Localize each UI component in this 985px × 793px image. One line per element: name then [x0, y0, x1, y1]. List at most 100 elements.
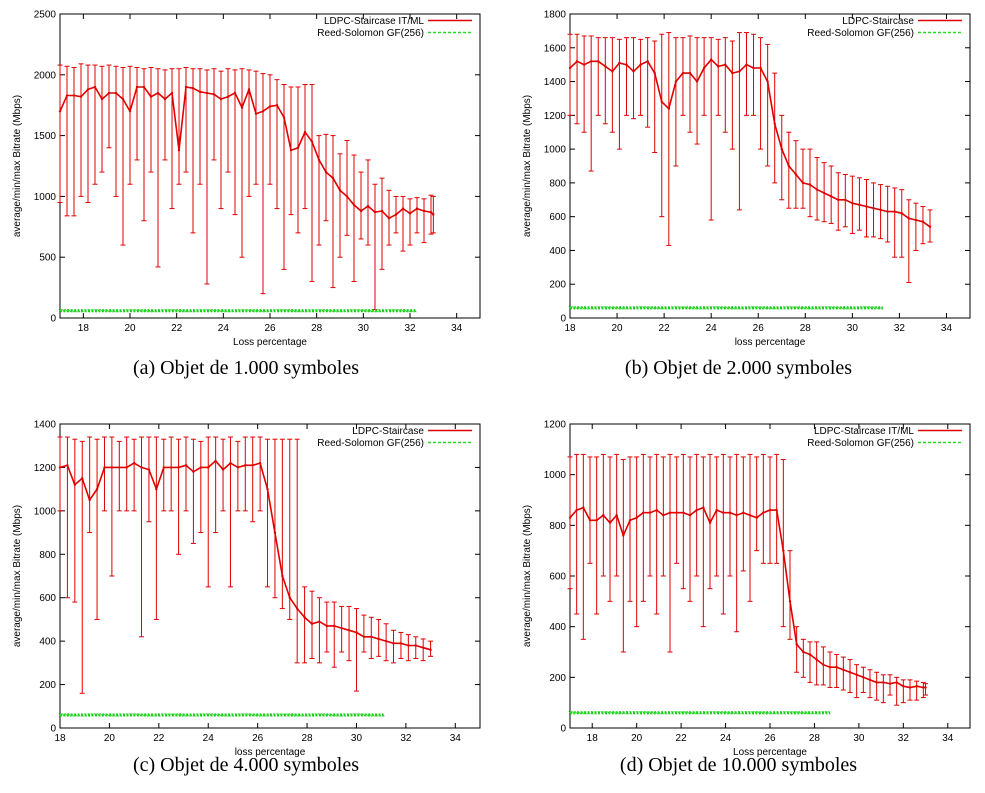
data-point-rs — [674, 306, 678, 310]
data-point-ldpc — [233, 91, 237, 95]
data-point-rs — [696, 711, 700, 715]
data-point-ldpc — [66, 464, 69, 467]
error-bar — [379, 177, 385, 270]
data-point-rs — [93, 309, 97, 313]
data-point-rs — [368, 309, 372, 313]
data-point-rs — [336, 713, 340, 717]
data-point-rs — [728, 711, 732, 715]
data-point-rs — [664, 711, 668, 715]
data-point-rs — [71, 713, 75, 717]
data-point-ldpc — [347, 629, 351, 632]
data-point-rs — [747, 306, 751, 310]
data-point-rs — [734, 711, 738, 715]
data-point-rs — [100, 713, 104, 717]
chart-d: 0 200 400 600 800 1000 1200 18 20 22 24 26 28 30 32 34 L… — [522, 420, 971, 758]
error-bar — [701, 37, 707, 116]
data-point-rs — [343, 309, 347, 313]
error-bar — [309, 84, 315, 283]
data-point-ldpc — [240, 106, 244, 109]
data-point-rs — [734, 306, 738, 310]
y-tick-label: 2000 — [34, 70, 57, 81]
data-point-rs — [632, 306, 636, 310]
data-point-rs — [231, 309, 235, 313]
data-point-ldpc — [597, 60, 600, 63]
error-bar — [765, 43, 771, 167]
data-point-ldpc — [882, 681, 885, 684]
data-point-ldpc — [595, 519, 598, 522]
data-point-rs — [718, 306, 722, 310]
x-tick-label: 20 — [631, 733, 643, 744]
data-point-rs — [400, 309, 404, 313]
error-bar — [734, 453, 740, 633]
data-point-rs — [234, 309, 238, 313]
data-point-rs — [192, 713, 196, 717]
data-point-ldpc — [865, 205, 868, 208]
data-point-rs — [151, 713, 155, 717]
data-point-ldpc — [908, 686, 912, 689]
data-point-ldpc — [681, 71, 685, 75]
error-bar — [854, 664, 860, 699]
data-point-rs — [109, 713, 113, 717]
data-point-rs — [90, 309, 94, 313]
error-bar — [413, 636, 419, 660]
error-bar — [623, 37, 629, 116]
data-point-rs — [333, 309, 337, 313]
error-bar — [109, 436, 115, 577]
data-point-rs — [372, 713, 376, 717]
data-point-rs — [388, 309, 392, 313]
x-axis-label: loss percentage — [235, 747, 306, 758]
data-point-rs — [776, 306, 780, 310]
y-tick-label: 400 — [549, 246, 566, 257]
data-point-ldpc — [646, 60, 649, 63]
data-point-rs — [356, 309, 360, 313]
x-tick-label: 32 — [404, 323, 416, 334]
x-tick-label: 20 — [124, 323, 136, 334]
data-point-rs — [725, 711, 729, 715]
error-bar — [680, 453, 686, 590]
data-point-ldpc — [100, 97, 104, 101]
data-point-ldpc — [244, 464, 247, 467]
error-bar — [747, 453, 753, 602]
error-bar — [99, 65, 105, 173]
data-point-ldpc — [660, 100, 663, 104]
caption-c: (c) Objet de 4.000 symboles — [132, 754, 360, 776]
data-point-rs — [112, 309, 116, 313]
data-point-ldpc — [199, 466, 203, 469]
data-point-rs — [798, 711, 802, 715]
error-bar — [242, 436, 248, 512]
data-point-ldpc — [835, 666, 838, 669]
data-point-rs — [205, 713, 209, 717]
data-point-rs — [664, 306, 668, 310]
data-point-ldpc — [735, 514, 738, 517]
legend-label: LDPC-Staircase — [842, 16, 914, 27]
error-bar — [57, 436, 63, 512]
data-point-rs — [594, 711, 598, 715]
data-point-rs — [715, 306, 719, 310]
error-bar — [580, 453, 586, 640]
data-point-ldpc — [642, 511, 645, 514]
y-tick-label: 1600 — [544, 43, 567, 54]
data-point-rs — [151, 309, 155, 313]
data-point-rs — [154, 309, 158, 313]
x-tick-label: 24 — [218, 323, 230, 334]
data-point-ldpc — [317, 158, 321, 162]
error-bar — [609, 37, 615, 133]
error-bar — [141, 68, 147, 222]
error-bar — [337, 153, 343, 258]
data-point-rs — [811, 306, 815, 310]
data-point-rs — [183, 309, 187, 313]
data-point-rs — [365, 713, 369, 717]
data-point-ldpc — [359, 209, 363, 213]
data-point-rs — [378, 713, 382, 717]
data-point-ldpc — [922, 686, 925, 689]
data-point-rs — [587, 306, 591, 310]
error-bar — [914, 680, 920, 701]
error-bar — [169, 68, 175, 210]
error-bar — [588, 35, 594, 172]
series-ldpc-mean-line — [569, 58, 931, 228]
data-point-rs — [304, 713, 308, 717]
data-point-rs — [693, 711, 697, 715]
data-point-ldpc — [722, 511, 725, 514]
data-point-rs — [808, 306, 812, 310]
error-bar — [620, 458, 626, 653]
